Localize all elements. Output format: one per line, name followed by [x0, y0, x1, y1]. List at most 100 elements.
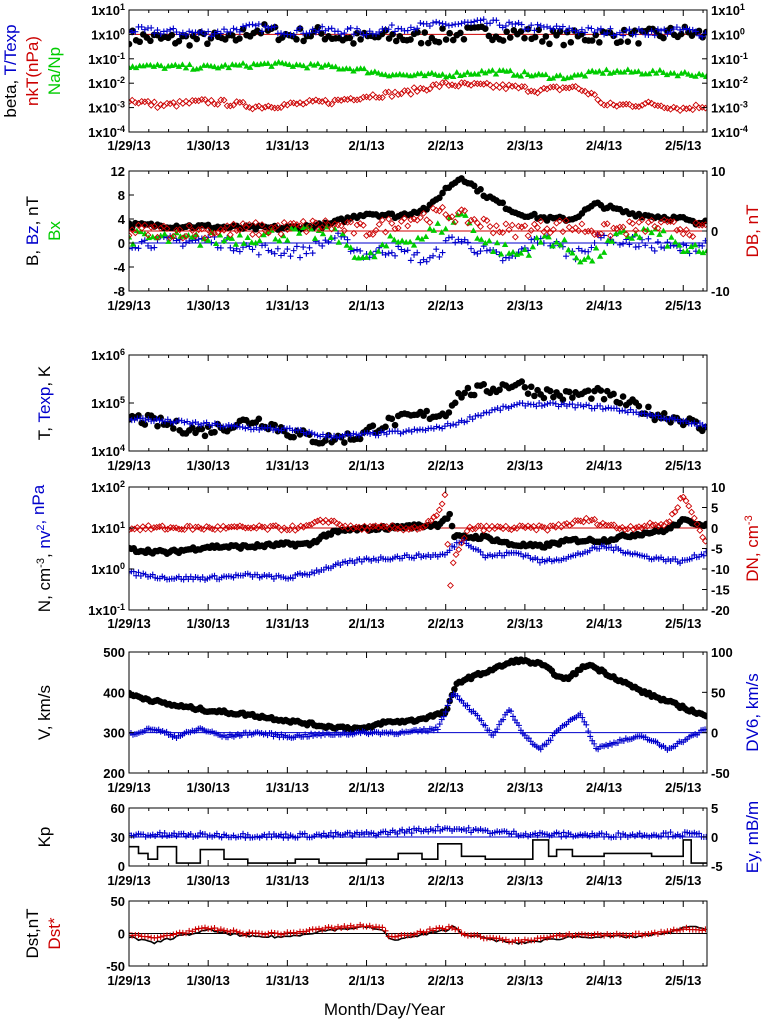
data-point-db: [407, 216, 415, 224]
data-point-dv6: [585, 728, 592, 735]
data-point-t-texp: [366, 28, 373, 35]
data-point-na-np: [699, 71, 706, 78]
data-point-beta: [624, 38, 632, 45]
x-tick-label: 2/5/13: [665, 873, 701, 888]
data-point-db: [154, 233, 161, 241]
data-point-dn: [557, 523, 565, 531]
data-point-bz: [290, 247, 297, 254]
data-point-bz: [506, 254, 513, 261]
data-point-texp: [350, 430, 357, 437]
data-point-dn: [699, 533, 707, 541]
data-point-bz: [499, 257, 506, 264]
data-point-nkt: [347, 94, 355, 102]
data-point-db: [429, 204, 437, 212]
data-point-nkt: [391, 88, 399, 96]
data-point-nkt: [328, 100, 336, 108]
data-point-bz: [354, 246, 361, 253]
data-point-texp: [491, 406, 498, 413]
data-point-dn: [452, 551, 460, 559]
data-point-dst-: [246, 929, 253, 936]
data-point-db: [486, 223, 494, 230]
data-point-t-texp: [607, 25, 614, 32]
data-point-nkt: [575, 85, 583, 93]
data-point-dst-: [442, 926, 449, 933]
data-point-t: [290, 433, 297, 441]
data-point-nkt: [147, 101, 155, 109]
data-point-nkt: [350, 96, 358, 104]
data-point-bz: [458, 238, 465, 245]
data-point-t: [423, 407, 431, 415]
data-point-db: [549, 226, 557, 234]
data-point-nkt: [195, 97, 203, 105]
data-point-nkt: [169, 99, 177, 106]
data-point-nkt: [239, 98, 247, 106]
data-point-na-np: [517, 72, 525, 79]
series-line-kp: [129, 839, 707, 864]
data-point-dst-: [221, 927, 228, 934]
data-point-dn: [607, 521, 615, 529]
data-point-texp: [541, 401, 548, 408]
x-tick-label: 1/30/13: [186, 973, 229, 988]
data-point-dn: [156, 523, 163, 531]
data-point-texp: [436, 424, 443, 431]
data-point-db: [344, 218, 351, 226]
data-point-dn: [200, 525, 208, 533]
data-point-dst-: [515, 937, 522, 944]
data-point-t: [480, 380, 488, 388]
data-point-bz: [651, 247, 658, 254]
data-point-t: [584, 387, 592, 394]
data-point-t: [610, 390, 617, 398]
data-point-beta: [660, 34, 667, 42]
data-point-beta: [318, 30, 325, 37]
data-point-n: [702, 520, 707, 528]
y-tick-label: 8: [118, 188, 125, 203]
data-point-t-texp: [544, 23, 551, 30]
data-point-dv6: [436, 721, 443, 728]
data-point-ey: [555, 830, 562, 837]
data-point-db: [648, 216, 656, 224]
x-tick-label: 2/2/13: [428, 973, 464, 988]
data-point-nkt: [173, 102, 180, 110]
data-point-db: [378, 216, 386, 224]
data-point-nkt: [271, 104, 279, 112]
data-point-dv6: [543, 741, 550, 748]
data-point-dn: [169, 524, 177, 532]
data-point-bx: [272, 235, 279, 242]
data-point-bz: [417, 259, 424, 266]
data-point-na-np: [596, 67, 603, 74]
data-point-na-np: [371, 68, 379, 74]
data-point-db: [442, 211, 450, 218]
data-point-bx: [458, 210, 465, 217]
data-point-dn: [225, 523, 233, 531]
data-point-t-texp: [354, 25, 361, 32]
data-point-ey: [658, 833, 665, 840]
data-point-t-texp: [550, 26, 557, 33]
data-point-bz: [217, 244, 224, 251]
data-point-bx: [260, 231, 267, 238]
data-point-dst-: [335, 923, 342, 930]
data-point-bx: [600, 249, 608, 255]
data-point-db: [600, 220, 608, 228]
data-point-dst-: [455, 926, 462, 933]
data-point-t-texp: [673, 24, 680, 31]
data-point-bx: [284, 237, 291, 243]
data-point-beta: [542, 33, 550, 40]
data-point-t: [546, 387, 554, 395]
data-point-t-texp: [626, 26, 633, 33]
data-point-db: [230, 220, 237, 228]
panel-density: 1/29/13 1/30/13 1/31/13 2/1/13 2/2/13 2/3/13 2…: [29, 479, 762, 631]
data-point-dn: [701, 537, 707, 545]
data-point-db: [423, 216, 431, 224]
data-point-na-np: [450, 73, 457, 79]
data-point-dn: [463, 527, 471, 535]
data-point-dst-: [325, 924, 332, 931]
data-point-dn: [153, 523, 161, 531]
data-point-nkt: [141, 98, 149, 106]
data-point-bz: [271, 250, 278, 257]
panel-dst: 1/29/13 1/30/13 1/31/13 2/1/13 2/2/13 2/3/13 2…: [23, 894, 708, 988]
data-point-dst-: [572, 932, 579, 939]
data-point-dst-: [445, 923, 452, 930]
x-tick-label: 2/5/13: [665, 458, 701, 473]
data-point-na-np: [674, 72, 681, 79]
y-tick-label: 4: [118, 212, 126, 227]
